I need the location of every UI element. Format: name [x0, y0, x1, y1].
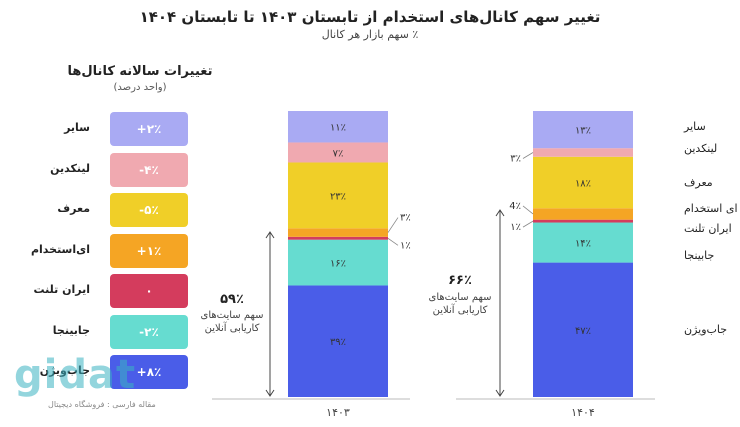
bar-segment	[533, 262, 633, 397]
arrowhead	[265, 389, 275, 397]
change-value-badge: ۰	[110, 274, 188, 308]
bar-segment	[288, 111, 388, 143]
bar-value-label: ۱۳٪	[575, 126, 591, 137]
annotation-1403-line1: سهم سایت‌های	[201, 310, 264, 321]
watermark-tagline: مقاله فارسی : فروشگاه دیجیتال	[48, 400, 156, 409]
bar-segment	[533, 208, 633, 220]
x-tick-label: ۱۴۰۳	[326, 406, 350, 419]
bar-value-label: ۲۳٪	[330, 191, 346, 202]
bar-value-label: ۱۱٪	[330, 123, 346, 134]
change-value-badge: -۴٪	[110, 152, 188, 187]
bar-segment	[533, 219, 633, 223]
change-value-badge: +۲٪	[110, 112, 188, 146]
change-row: +۸٪ جاب‌ویژن	[0, 355, 200, 389]
arrowhead	[265, 231, 275, 239]
series-name-label: ای استخدام	[684, 202, 738, 215]
arrowhead	[495, 209, 505, 217]
chart-subtitle: ٪ سهم بازار هر کانال	[321, 28, 419, 41]
annotation-1404-line2: کاریابی آنلاین	[433, 303, 488, 316]
change-label: جابینجا	[52, 323, 90, 337]
bar-segment	[288, 239, 388, 286]
bar-segment	[288, 162, 388, 229]
bar-segment	[533, 111, 633, 149]
change-row: -۴٪ لینکدین	[0, 152, 200, 187]
series-name-label: لینکدین	[684, 142, 717, 155]
change-value-badge: +۸٪	[110, 355, 188, 389]
bar-value-label: ۱٪	[510, 222, 521, 233]
bar-value-label: ۳٪	[510, 153, 521, 164]
bar-segment	[533, 222, 633, 263]
arrowhead	[495, 389, 505, 397]
bar-value-label: ۱۶٪	[330, 259, 346, 270]
series-name-label: جاب‌ویژن	[684, 323, 727, 336]
bar-value-label: ۳۹٪	[330, 337, 346, 348]
bar-value-label: ۴۷٪	[575, 326, 591, 337]
annotation-1403-line2: کاریابی آنلاین	[205, 321, 260, 334]
leader-line	[522, 152, 534, 159]
bar-segment	[288, 236, 388, 240]
bar-value-label: ۱۸٪	[575, 179, 591, 190]
bar-segment	[288, 285, 388, 397]
bar-value-label: ۱٪	[400, 240, 411, 251]
change-label: سایر	[64, 121, 90, 134]
bar-value-label: ۱۴٪	[575, 239, 591, 250]
leader-line	[522, 205, 534, 215]
series-name-label: معرف	[684, 176, 713, 189]
change-label: جاب‌ویژن	[39, 364, 90, 377]
bar-value-label: 4٪	[509, 201, 521, 212]
change-label: ایران تلنت	[33, 283, 91, 296]
annotation-1404-line1: سهم سایت‌های	[429, 292, 492, 303]
bar-segment	[288, 228, 388, 237]
changes-subtitle: (واحد درصد)	[113, 82, 167, 93]
bar-segment	[288, 142, 388, 163]
watermark: gidat مقاله فارسی : فروشگاه دیجیتال	[14, 352, 156, 409]
leader-line	[387, 217, 399, 233]
change-value-badge: -۲٪	[110, 314, 188, 349]
series-name-label: جابینجا	[684, 249, 714, 262]
change-value-badge: +۱٪	[110, 233, 188, 268]
change-row: +۲٪ سایر	[0, 112, 200, 146]
series-name-label: سایر	[683, 120, 706, 133]
change-value-badge: -۵٪	[110, 193, 188, 227]
changes-title: تغییرات سالانه کانال‌ها	[67, 64, 213, 79]
series-name-label: ایران تلنت	[684, 222, 732, 235]
watermark-logo: gidat	[14, 352, 137, 398]
bar-value-label: ۷٪	[333, 148, 344, 159]
bar-value-label: ۳٪	[400, 213, 411, 224]
change-row: -۵٪ معرف	[0, 193, 200, 227]
change-label: معرف	[57, 202, 90, 215]
leader-line	[387, 237, 399, 246]
bar-segment	[533, 156, 633, 209]
leader-line	[522, 220, 534, 228]
change-label: لینکدین	[50, 161, 90, 175]
change-label: ای‌استخدام	[30, 242, 90, 256]
chart-title: تغییر سهم کانال‌های استخدام از تابستان ۱…	[139, 8, 601, 26]
change-row: ۰ ایران تلنت	[0, 274, 200, 308]
annotation-1403-pct: ۵۹٪	[220, 292, 244, 307]
annotation-1404-pct: ۶۶٪	[448, 273, 472, 288]
change-row: +۱٪ ای‌استخدام	[0, 233, 200, 268]
change-row: -۲٪ جابینجا	[0, 314, 200, 349]
bar-segment	[533, 148, 633, 157]
x-tick-label: ۱۴۰۴	[571, 406, 595, 419]
